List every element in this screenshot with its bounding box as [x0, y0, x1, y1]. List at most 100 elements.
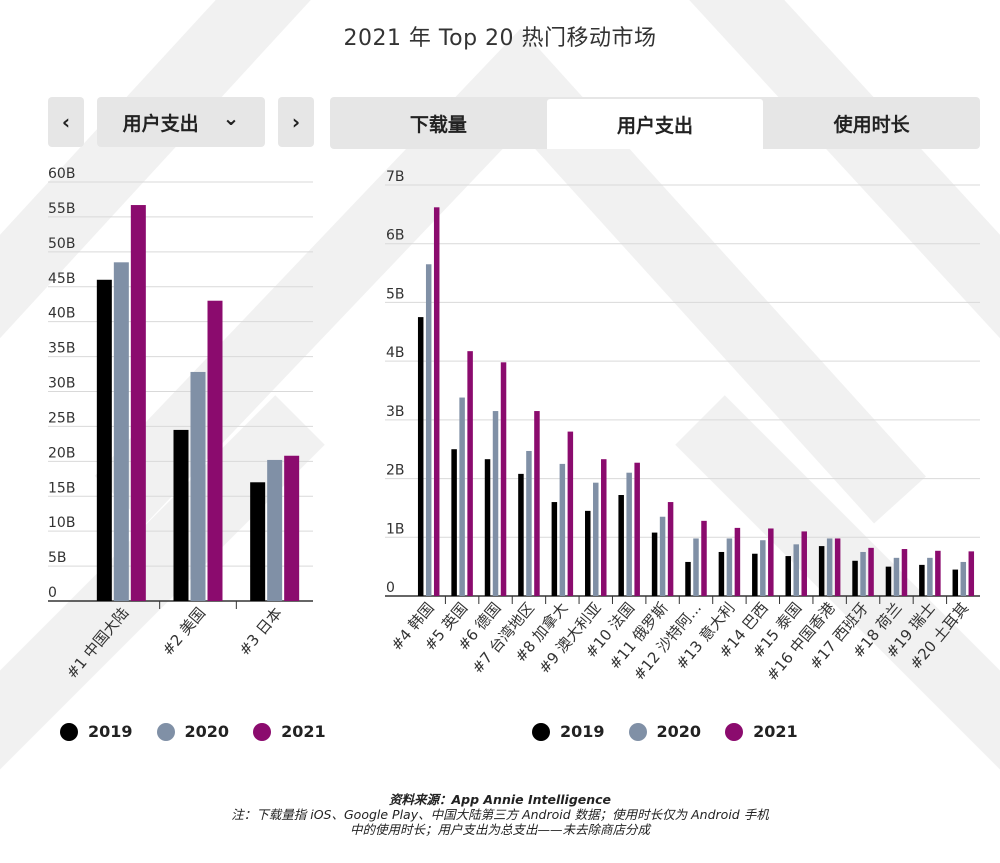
category-label: #1 中国大陆: [63, 604, 133, 682]
footnote-line-1: 注：下载量指 iOS、Google Play、中国大陆第三方 Android 数…: [231, 807, 769, 822]
source-note: 资料来源：App Annie Intelligence: [388, 792, 612, 807]
bar: [417, 317, 424, 596]
bar: [484, 459, 491, 596]
y-tick-label: 5B: [48, 550, 67, 566]
footer-notes: 资料来源：App Annie Intelligence 注：下载量指 iOS、G…: [0, 792, 1000, 837]
bar: [593, 482, 599, 596]
bar: [960, 561, 967, 596]
legend-right: 2019 2020 2021: [532, 722, 810, 741]
chevron-left-icon: ‹: [61, 110, 71, 134]
tab-label: 使用时长: [833, 113, 910, 136]
bar: [685, 561, 691, 596]
bar: [130, 205, 146, 602]
bar: [207, 300, 223, 601]
bar: [852, 560, 858, 596]
legend-item-2020: 2020: [628, 722, 702, 741]
bar: [952, 569, 959, 596]
y-tick-label: 6B: [386, 228, 405, 244]
bar: [267, 459, 283, 601]
bar: [693, 538, 699, 596]
bar: [459, 397, 465, 596]
bar: [567, 431, 574, 596]
legend-item-2020: 2020: [156, 722, 230, 741]
previous-button[interactable]: ‹: [48, 97, 84, 147]
bar: [901, 549, 908, 596]
bar: [801, 531, 807, 596]
bar: [785, 556, 791, 596]
bar: [433, 207, 440, 596]
bar: [518, 473, 524, 596]
next-button[interactable]: ›: [278, 97, 314, 147]
y-tick-label: 50B: [48, 236, 75, 252]
y-tick-label: 35B: [48, 341, 75, 357]
bar: [659, 516, 666, 596]
bar: [818, 546, 825, 596]
bar: [451, 449, 457, 596]
y-tick-label: 0: [386, 580, 395, 596]
y-tick-label: 30B: [48, 376, 75, 392]
legend-item-2019: 2019: [532, 722, 605, 741]
bar: [634, 462, 640, 596]
bar: [601, 459, 607, 596]
legend-swatch: [156, 722, 175, 741]
legend-label: 2020: [184, 722, 230, 741]
legend-swatch: [253, 722, 272, 741]
y-tick-label: 10B: [48, 515, 75, 531]
category-label: #3 日本: [235, 604, 285, 659]
bar: [250, 482, 266, 601]
legend-swatch: [725, 722, 744, 741]
bar: [526, 450, 532, 596]
bar: [935, 550, 941, 596]
bar: [734, 527, 741, 596]
bar: [626, 472, 632, 596]
y-tick-label: 60B: [48, 166, 75, 182]
y-tick-label: 4B: [386, 345, 405, 361]
y-tick-label: 5B: [386, 286, 405, 302]
tab-downloads[interactable]: 下载量: [330, 97, 547, 149]
bar: [927, 557, 933, 596]
bar: [752, 553, 758, 596]
top-markets-chart: 0 5B 10B 15B 20B 25B 30B 35B 40B 45B 50B 55B 60B #1 中…: [48, 166, 313, 682]
legend-item-2019: 2019: [60, 722, 133, 741]
bar: [618, 495, 624, 596]
tab-label: 下载量: [409, 113, 467, 136]
chevron-right-icon: ›: [291, 110, 301, 134]
dropdown-label: 用户支出: [122, 112, 199, 135]
tab-label: 用户支出: [617, 114, 694, 137]
bar: [885, 566, 892, 596]
bar: [768, 528, 774, 596]
bar: [968, 551, 975, 596]
tab-user-spend[interactable]: 用户支出: [546, 99, 764, 149]
bar: [726, 538, 733, 596]
bar: [868, 547, 874, 596]
bar: [760, 540, 766, 596]
y-tick-label: 15B: [48, 480, 75, 496]
bar: [834, 538, 841, 596]
bar: [559, 463, 566, 596]
bar: [467, 351, 473, 596]
bar: [718, 551, 725, 596]
tab-time-spent[interactable]: 使用时长: [763, 97, 980, 149]
bar: [860, 551, 866, 596]
page-title: 2021 年 Top 20 热门移动市场: [343, 26, 657, 51]
bar: [585, 510, 591, 596]
y-tick-label: 3B: [386, 404, 405, 420]
bar: [190, 371, 206, 601]
bar: [173, 429, 189, 601]
legend-left: 2019 2020 2021: [60, 722, 338, 741]
y-tick-label: 7B: [386, 169, 405, 185]
bar: [96, 279, 112, 601]
bar: [793, 544, 799, 596]
metric-dropdown[interactable]: 用户支出 ⌄: [97, 97, 265, 147]
legend-label: 2020: [656, 722, 702, 741]
legend-swatch: [628, 722, 647, 741]
y-tick-label: 55B: [48, 201, 75, 217]
bar: [492, 411, 499, 596]
y-tick-label: 45B: [48, 271, 75, 287]
legend-swatch: [532, 722, 550, 741]
bar: [500, 362, 507, 596]
y-tick-label: 40B: [48, 306, 75, 322]
bar: [551, 502, 558, 596]
bar: [667, 502, 674, 596]
bar: [651, 532, 658, 596]
